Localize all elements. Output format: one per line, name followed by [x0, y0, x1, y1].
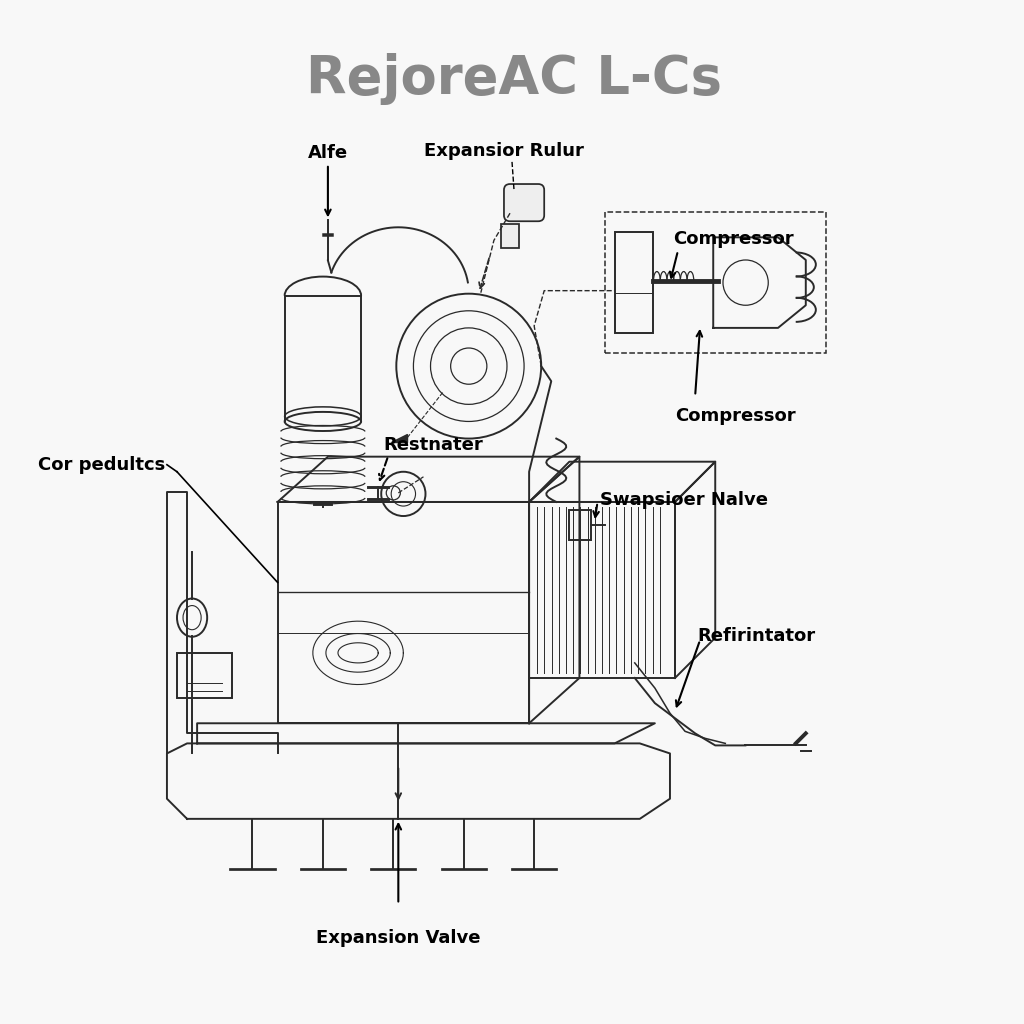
Text: Alfe: Alfe — [308, 144, 348, 162]
Text: Swapsioer Nalve: Swapsioer Nalve — [599, 490, 768, 509]
Polygon shape — [391, 433, 408, 441]
Text: Refirintator: Refirintator — [697, 627, 815, 645]
Bar — [569, 510, 592, 541]
FancyBboxPatch shape — [504, 184, 544, 221]
Text: Restnater: Restnater — [383, 435, 483, 454]
Text: Cor pedultcs: Cor pedultcs — [38, 456, 165, 474]
Bar — [614, 232, 653, 333]
Text: Expansior Rulur: Expansior Rulur — [424, 142, 584, 160]
Bar — [177, 653, 232, 698]
Bar — [501, 224, 519, 249]
Text: RejoreAC L-Cs: RejoreAC L-Cs — [306, 53, 722, 105]
Text: Compressor: Compressor — [675, 408, 796, 425]
Bar — [604, 212, 826, 353]
Text: Compressor: Compressor — [673, 230, 794, 249]
Text: Expansion Valve: Expansion Valve — [316, 929, 480, 946]
